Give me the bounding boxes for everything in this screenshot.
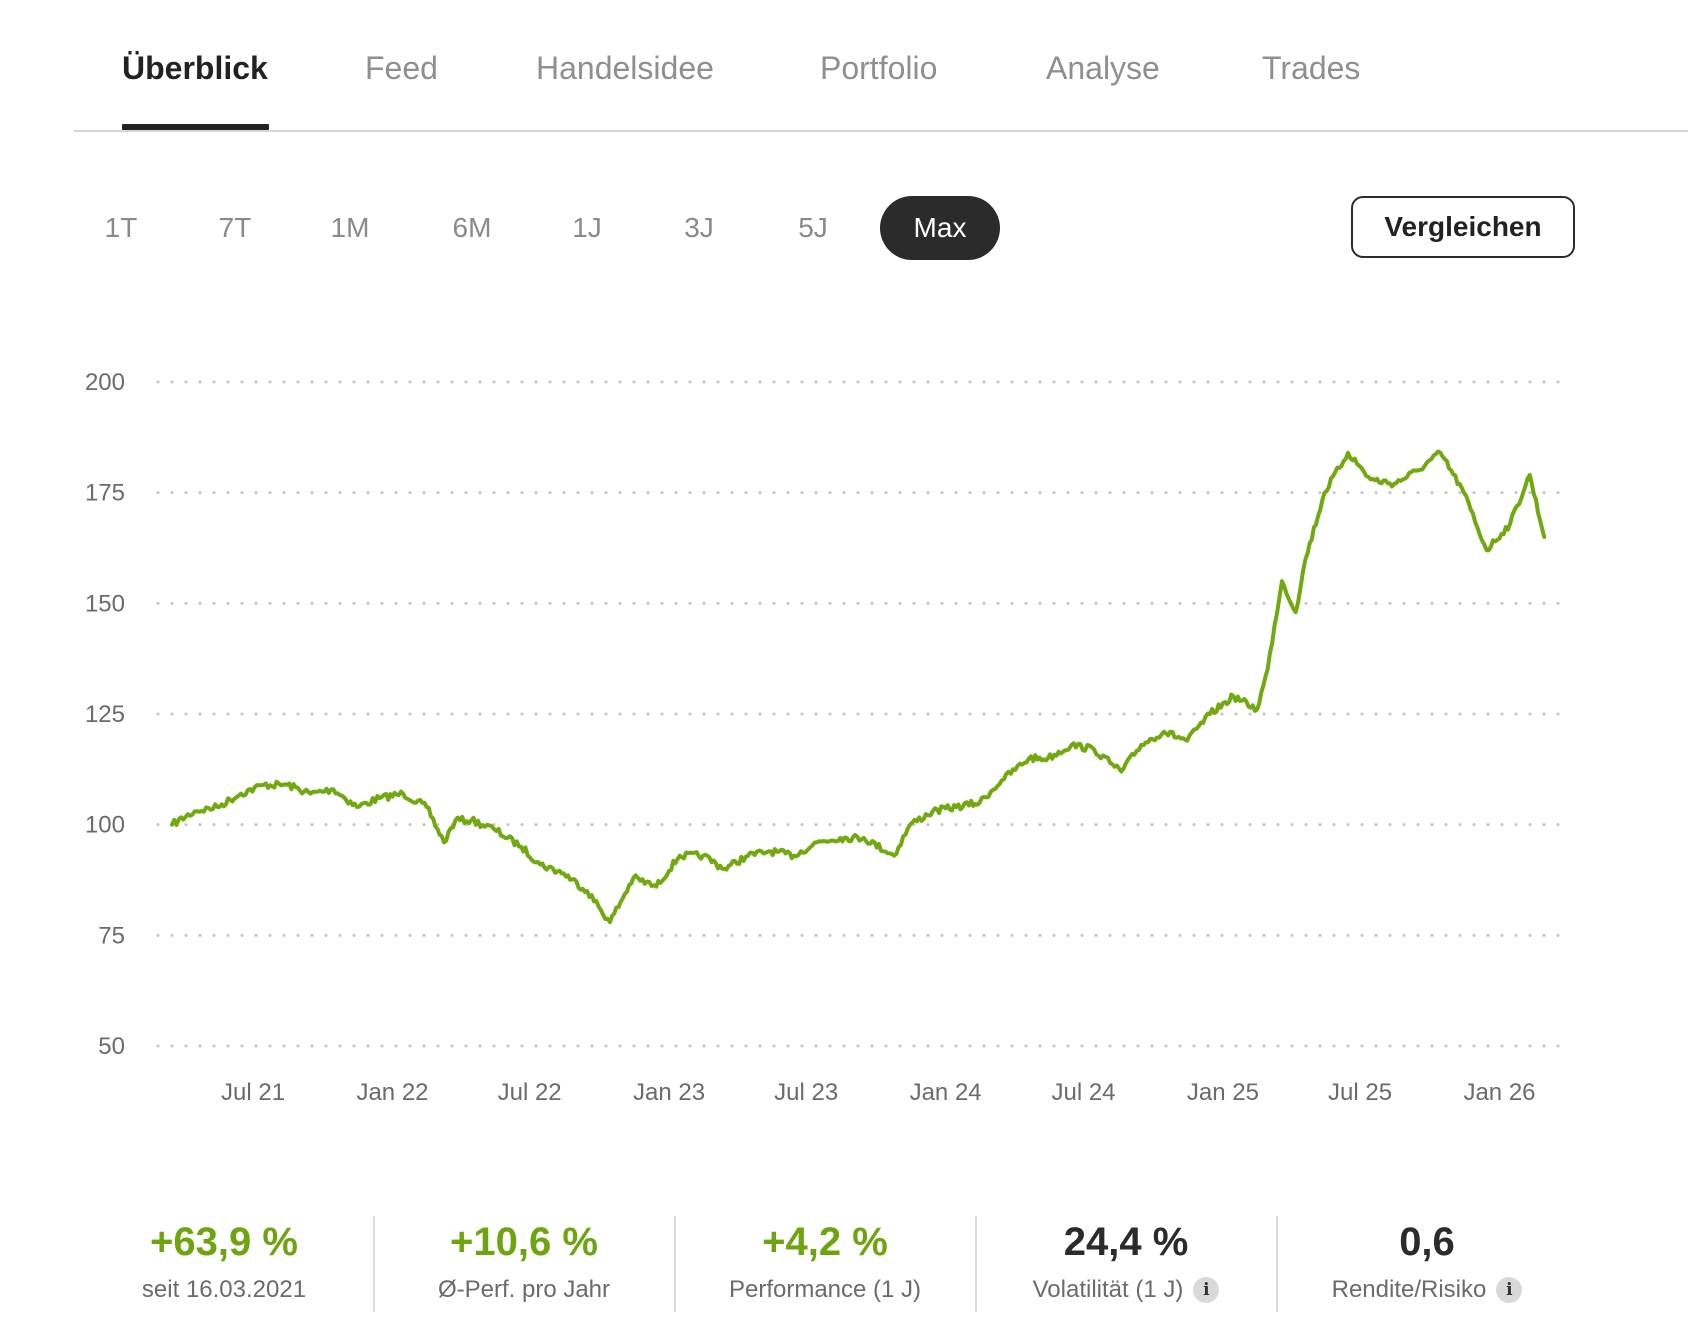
x-tick-label: Jan 24 bbox=[910, 1079, 982, 1106]
stat-volatility: 24,4 % Volatilität (1 J) i bbox=[976, 1218, 1276, 1304]
stat-divider bbox=[975, 1216, 977, 1312]
info-icon[interactable]: i bbox=[1496, 1277, 1523, 1303]
stat-annual-return: +10,6 % Ø-Perf. pro Jahr bbox=[374, 1218, 674, 1304]
stat-label: seit 16.03.2021 bbox=[141, 1276, 307, 1303]
tab-portfolio[interactable]: Portfolio bbox=[820, 50, 938, 86]
stat-value: +10,6 % bbox=[450, 1220, 598, 1264]
tab-feed[interactable]: Feed bbox=[365, 50, 438, 86]
stat-performance-1y: +4,2 % Performance (1 J) bbox=[675, 1218, 975, 1304]
x-tick-label: Jan 25 bbox=[1187, 1079, 1259, 1106]
y-tick-label: 175 bbox=[85, 480, 125, 507]
range-max[interactable]: Max bbox=[880, 196, 1000, 260]
tab-active-indicator bbox=[122, 124, 269, 130]
stat-divider bbox=[674, 1216, 676, 1312]
y-tick-label: 100 bbox=[85, 812, 125, 839]
x-tick-label: Jul 21 bbox=[221, 1079, 285, 1106]
stat-label: Rendite/Risiko bbox=[1331, 1276, 1487, 1303]
compare-button[interactable]: Vergleichen bbox=[1351, 196, 1575, 258]
info-icon[interactable]: i bbox=[1193, 1277, 1220, 1303]
range-7t[interactable]: 7T bbox=[218, 212, 252, 243]
stat-value: 24,4 % bbox=[1063, 1220, 1189, 1264]
range-3j[interactable]: 3J bbox=[684, 212, 714, 243]
stat-label: Performance (1 J) bbox=[728, 1276, 922, 1303]
tab-trades[interactable]: Trades bbox=[1262, 50, 1361, 86]
y-tick-label: 50 bbox=[98, 1033, 125, 1060]
x-tick-label: Jul 25 bbox=[1328, 1079, 1392, 1106]
stat-return-risk: 0,6 Rendite/Risiko i bbox=[1277, 1218, 1577, 1304]
range-1t[interactable]: 1T bbox=[104, 212, 138, 243]
stat-label: Ø-Perf. pro Jahr bbox=[437, 1276, 611, 1303]
x-axis: Jul 21 Jan 22 Jul 22 Jan 23 Jul 23 Jan 24 Jul … bbox=[221, 1079, 1535, 1106]
stat-label: Volatilität (1 J) bbox=[1032, 1276, 1184, 1303]
tab-ueberblick[interactable]: Überblick bbox=[122, 50, 268, 86]
range-5j[interactable]: 5J bbox=[798, 212, 828, 243]
range-1m[interactable]: 1M bbox=[330, 212, 370, 243]
x-tick-label: Jan 22 bbox=[356, 1079, 428, 1106]
chart-grid bbox=[156, 380, 1572, 1048]
stat-divider bbox=[1276, 1216, 1278, 1312]
y-tick-label: 150 bbox=[85, 590, 125, 617]
tab-handelsidee[interactable]: Handelsidee bbox=[536, 50, 714, 86]
y-tick-label: 125 bbox=[85, 701, 125, 728]
stat-divider bbox=[373, 1216, 375, 1312]
y-tick-label: 75 bbox=[98, 922, 125, 949]
tab-analyse[interactable]: Analyse bbox=[1046, 50, 1160, 86]
performance-chart: 50 75 100 125 150 175 200 Jul 21 Jan 22 Jul 22 Ja… bbox=[85, 369, 1572, 1106]
performance-line bbox=[170, 449, 1547, 925]
range-1j[interactable]: 1J bbox=[572, 212, 602, 243]
range-6m[interactable]: 6M bbox=[452, 212, 492, 243]
y-tick-label: 200 bbox=[85, 369, 125, 396]
stat-total-return: +63,9 % seit 16.03.2021 bbox=[74, 1218, 374, 1304]
x-tick-label: Jul 23 bbox=[774, 1079, 838, 1106]
x-tick-label: Jan 26 bbox=[1463, 1079, 1535, 1106]
y-axis: 50 75 100 125 150 175 200 bbox=[85, 369, 125, 1060]
stat-value: +63,9 % bbox=[150, 1220, 298, 1264]
x-tick-label: Jan 23 bbox=[633, 1079, 705, 1106]
tab-bar-divider bbox=[74, 130, 1688, 132]
tab-bar: Überblick Feed Handelsidee Portfolio Ana… bbox=[0, 0, 1688, 132]
x-tick-label: Jul 22 bbox=[498, 1079, 562, 1106]
x-tick-label: Jul 24 bbox=[1051, 1079, 1115, 1106]
stat-value: 0,6 bbox=[1399, 1220, 1455, 1264]
stat-value: +4,2 % bbox=[762, 1220, 888, 1264]
